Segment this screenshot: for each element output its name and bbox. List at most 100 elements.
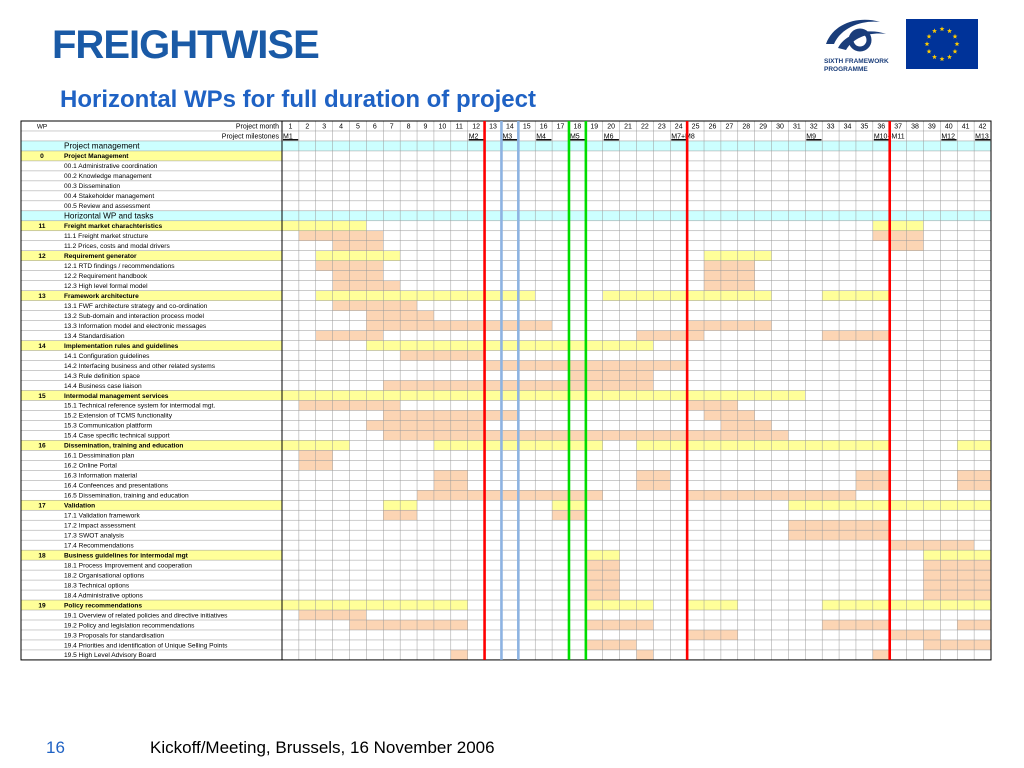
section-label: Project management <box>64 141 140 150</box>
milestone-label: M4 <box>536 134 546 141</box>
month-tick-label: 19 <box>590 124 598 131</box>
wp-span-bar <box>687 390 806 401</box>
month-tick-label: 38 <box>911 124 919 131</box>
task-bar <box>568 370 654 381</box>
task-label: 13.2 Sub-domain and interaction process … <box>64 313 205 320</box>
month-tick-label: 1 <box>288 124 292 131</box>
programme-line-2: PROGRAMME <box>824 65 868 73</box>
wp-title: Business guidelines for intermodal mgt <box>64 552 189 559</box>
wp-title: Policy recommendations <box>64 602 142 609</box>
wp-span-bar <box>315 290 536 301</box>
task-bar <box>704 270 755 281</box>
header-project-month: Project month <box>236 124 279 131</box>
task-bar <box>687 400 738 411</box>
month-tick-label: 28 <box>742 124 750 131</box>
task-label: 19.2 Policy and legislation recommendati… <box>64 622 195 629</box>
task-bar <box>872 230 924 241</box>
month-tick-label: 2 <box>305 124 309 131</box>
eu-star-icon <box>926 48 932 54</box>
task-label: 14.4 Business case liaison <box>64 383 142 390</box>
task-label: 12.1 RTD findings / recommendations <box>64 263 175 270</box>
task-label: 12.2 Requirement handbook <box>64 273 148 280</box>
task-label: 18.1 Process Improvement and cooperation <box>64 562 192 569</box>
month-tick-label: 13 <box>489 124 497 131</box>
task-label: 11.2 Prices, costs and modal drivers <box>64 243 170 250</box>
month-tick-label: 15 <box>523 124 531 131</box>
wp-span-bar <box>872 220 924 231</box>
task-bar <box>298 230 384 241</box>
wp-span-bar <box>282 600 468 611</box>
wp-row-bg <box>21 340 282 351</box>
footer-text: Kickoff/Meeting, Brussels, 16 November 2… <box>150 738 495 757</box>
wp-number: 18 <box>38 552 46 559</box>
eu-flag-icon <box>906 19 978 69</box>
month-tick-label: 21 <box>624 124 632 131</box>
task-bar <box>872 649 890 660</box>
eu-star-icon <box>939 56 945 62</box>
header-project-milestones: Project milestones <box>222 134 280 141</box>
task-label: 15.3 Communication plattform <box>64 423 152 430</box>
milestone-label: M2 <box>469 134 479 141</box>
task-label: 00.5 Review and assessment <box>64 203 150 210</box>
month-tick-label: 11 <box>456 124 463 131</box>
milestone-label: M5 <box>570 134 580 141</box>
eu-star-icon <box>947 54 952 60</box>
month-tick-label: 12 <box>472 124 480 131</box>
eu-star-icon <box>924 41 930 47</box>
task-bar <box>417 490 603 501</box>
eu-star-icon <box>954 41 960 47</box>
task-label: 00.3 Dissemination <box>64 183 120 190</box>
wp-row-bg <box>21 600 282 611</box>
programme-line-1: SIXTH FRAMEWORK <box>824 58 889 65</box>
milestone-label: M7+M8 <box>671 134 695 141</box>
month-tick-label: 24 <box>675 124 683 131</box>
task-label: 16.3 Information material <box>64 473 137 480</box>
wp-title: Framework architecture <box>64 293 139 300</box>
milestone-label: M9 <box>806 134 816 141</box>
table-border <box>20 120 992 661</box>
task-bar <box>687 629 738 640</box>
month-tick-label: 3 <box>322 124 326 131</box>
task-label: 18.3 Technical options <box>64 582 130 589</box>
wp-row-bg <box>21 150 282 161</box>
task-label: 00.4 Stakeholder management <box>64 193 154 200</box>
wp-span-bar <box>366 340 654 351</box>
task-label: 14.3 Rule definition space <box>64 373 140 380</box>
wp-title: Project Management <box>64 153 129 160</box>
eu-star-icon <box>939 26 945 32</box>
task-bar <box>704 260 755 271</box>
eu-star-icon <box>947 28 952 34</box>
eu-star-icon <box>952 33 958 39</box>
month-tick-label: 25 <box>692 124 700 131</box>
wp-span-bar <box>282 220 367 231</box>
wp-number: 14 <box>38 343 46 350</box>
month-tick-label: 18 <box>574 124 582 131</box>
month-tick-label: 40 <box>945 124 953 131</box>
month-tick-label: 26 <box>709 124 717 131</box>
task-label: 17.4 Recommendations <box>64 542 134 549</box>
sixth-framework-logo: SIXTH FRAMEWORK PROGRAMME <box>820 14 892 78</box>
task-bar <box>366 320 553 331</box>
milestone-label: M6 <box>604 134 614 141</box>
task-bar <box>332 270 384 281</box>
task-label: 17.2 Impact assessment <box>64 523 136 530</box>
header-wp: WP <box>37 124 47 131</box>
month-tick-label: 33 <box>827 124 835 131</box>
task-label: 19.4 Priorities and identification of Un… <box>64 642 228 649</box>
month-tick-label: 10 <box>438 124 446 131</box>
page-number: 16 <box>46 738 65 757</box>
wp-title: Freight market charachteristics <box>64 223 163 230</box>
month-tick-label: 31 <box>793 124 801 131</box>
wp-row-bg <box>21 220 282 231</box>
wp-span-bar <box>636 440 890 451</box>
wp-row-bg <box>21 500 282 511</box>
wp-title: Dissemination, training and education <box>64 443 183 450</box>
task-label: 00.1 Administrative coordination <box>64 163 158 170</box>
task-bar <box>720 420 772 431</box>
task-label: 17.3 SWOT analysis <box>64 532 125 539</box>
wp-row-bg <box>21 440 282 451</box>
wp-title: Implementation rules and guidelines <box>64 343 179 350</box>
month-tick-label: 36 <box>877 124 885 131</box>
section-label: Horizontal WP and tasks <box>64 211 154 220</box>
wp-span-bar <box>315 250 401 261</box>
